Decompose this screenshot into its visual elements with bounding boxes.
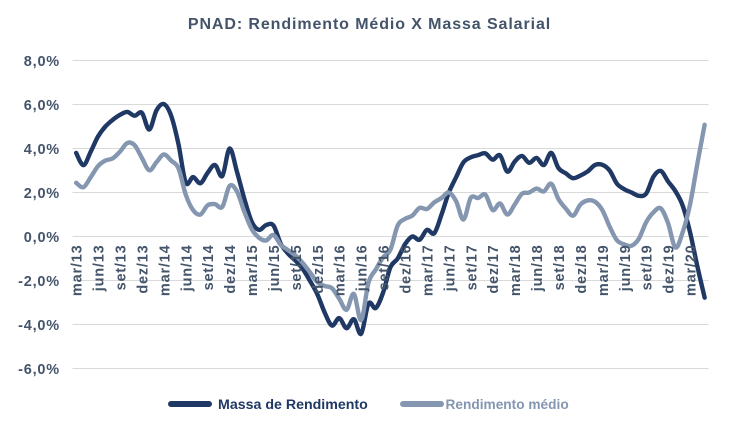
svg-text:Massa de Rendimento: Massa de Rendimento bbox=[218, 397, 368, 413]
svg-text:mar/17: mar/17 bbox=[420, 245, 436, 297]
svg-text:dez/15: dez/15 bbox=[311, 245, 327, 294]
svg-text:2,0%: 2,0% bbox=[24, 186, 60, 202]
svg-text:jun/16: jun/16 bbox=[355, 245, 371, 293]
svg-text:jun/13: jun/13 bbox=[92, 245, 108, 293]
svg-text:-2,0%: -2,0% bbox=[18, 274, 60, 290]
svg-text:jun/17: jun/17 bbox=[442, 245, 458, 293]
svg-text:mar/13: mar/13 bbox=[70, 245, 86, 297]
svg-text:dez/18: dez/18 bbox=[574, 245, 590, 294]
svg-text:jun/18: jun/18 bbox=[530, 245, 546, 293]
svg-text:set/19: set/19 bbox=[640, 245, 656, 291]
svg-text:mar/19: mar/19 bbox=[596, 245, 612, 297]
svg-text:set/15: set/15 bbox=[289, 245, 305, 291]
svg-text:-4,0%: -4,0% bbox=[18, 318, 60, 334]
svg-text:0,0%: 0,0% bbox=[24, 230, 60, 246]
svg-text:set/13: set/13 bbox=[114, 245, 130, 291]
svg-text:jun/15: jun/15 bbox=[267, 245, 283, 293]
svg-text:dez/16: dez/16 bbox=[399, 245, 415, 294]
svg-text:dez/14: dez/14 bbox=[223, 245, 239, 294]
svg-text:mar/18: mar/18 bbox=[508, 245, 524, 297]
svg-text:set/14: set/14 bbox=[201, 245, 217, 291]
svg-text:set/16: set/16 bbox=[377, 245, 393, 291]
svg-text:jun/14: jun/14 bbox=[179, 245, 195, 293]
svg-text:PNAD: Rendimento Médio X Massa: PNAD: Rendimento Médio X Massa Salarial bbox=[188, 16, 551, 33]
svg-text:8,0%: 8,0% bbox=[24, 54, 60, 70]
svg-text:dez/17: dez/17 bbox=[486, 244, 502, 293]
svg-text:dez/19: dez/19 bbox=[662, 245, 678, 294]
svg-text:set/17: set/17 bbox=[464, 245, 480, 291]
svg-text:4,0%: 4,0% bbox=[24, 142, 60, 158]
svg-text:6,0%: 6,0% bbox=[24, 98, 60, 114]
svg-text:jun/19: jun/19 bbox=[618, 245, 634, 293]
svg-text:set/18: set/18 bbox=[552, 245, 568, 291]
svg-text:-6,0%: -6,0% bbox=[18, 362, 60, 378]
svg-text:mar/15: mar/15 bbox=[245, 245, 261, 297]
svg-text:Rendimento médio: Rendimento médio bbox=[446, 397, 569, 412]
svg-text:mar/16: mar/16 bbox=[333, 245, 349, 297]
svg-text:mar/14: mar/14 bbox=[157, 245, 173, 297]
svg-text:dez/13: dez/13 bbox=[135, 245, 151, 294]
svg-text:mar/20: mar/20 bbox=[684, 245, 700, 297]
